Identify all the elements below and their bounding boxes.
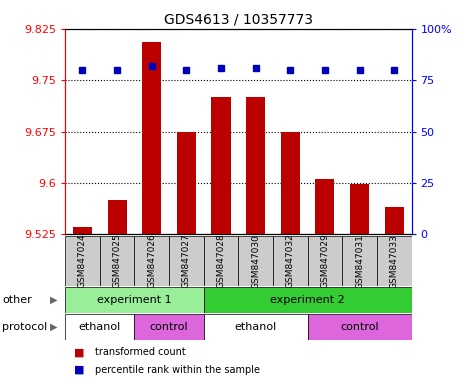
Text: protocol: protocol — [2, 322, 47, 332]
Text: GSM847032: GSM847032 — [286, 234, 295, 288]
Title: GDS4613 / 10357773: GDS4613 / 10357773 — [164, 12, 313, 26]
Text: ▶: ▶ — [50, 322, 57, 332]
Bar — [65, 236, 100, 286]
Bar — [65, 287, 204, 313]
Bar — [212, 97, 231, 234]
Text: ■: ■ — [74, 347, 85, 357]
Bar — [142, 43, 161, 234]
Bar — [342, 236, 377, 286]
Bar — [377, 236, 412, 286]
Text: ethanol: ethanol — [79, 322, 121, 332]
Bar — [134, 236, 169, 286]
Text: GSM847029: GSM847029 — [320, 234, 329, 288]
Text: GSM847024: GSM847024 — [78, 234, 87, 288]
Text: experiment 2: experiment 2 — [270, 295, 345, 305]
Bar — [238, 236, 273, 286]
Text: ethanol: ethanol — [234, 322, 277, 332]
Text: GSM847028: GSM847028 — [217, 234, 226, 288]
Text: GSM847026: GSM847026 — [147, 234, 156, 288]
Text: control: control — [340, 322, 379, 332]
Text: transformed count: transformed count — [95, 347, 186, 357]
Bar — [73, 227, 92, 234]
Text: percentile rank within the sample: percentile rank within the sample — [95, 365, 260, 375]
Bar — [273, 236, 307, 286]
Bar — [281, 131, 300, 234]
Text: GSM847025: GSM847025 — [113, 234, 121, 288]
Text: ■: ■ — [74, 365, 85, 375]
Text: GSM847033: GSM847033 — [390, 234, 399, 288]
Bar — [204, 236, 238, 286]
Bar — [308, 236, 342, 286]
Bar — [204, 287, 412, 313]
Bar — [177, 131, 196, 234]
Bar — [246, 97, 265, 234]
Text: ▶: ▶ — [50, 295, 57, 305]
Text: experiment 1: experiment 1 — [97, 295, 172, 305]
Text: other: other — [2, 295, 32, 305]
Text: GSM847031: GSM847031 — [355, 234, 364, 288]
Bar — [315, 179, 334, 234]
Text: GSM847030: GSM847030 — [251, 234, 260, 288]
Bar — [169, 236, 204, 286]
Bar — [385, 207, 404, 234]
Bar — [100, 236, 134, 286]
Bar — [65, 314, 134, 340]
Text: control: control — [150, 322, 188, 332]
Bar — [350, 184, 369, 234]
Text: GSM847027: GSM847027 — [182, 234, 191, 288]
Bar — [107, 200, 126, 234]
Bar — [134, 314, 204, 340]
Bar — [204, 314, 307, 340]
Bar — [307, 314, 412, 340]
